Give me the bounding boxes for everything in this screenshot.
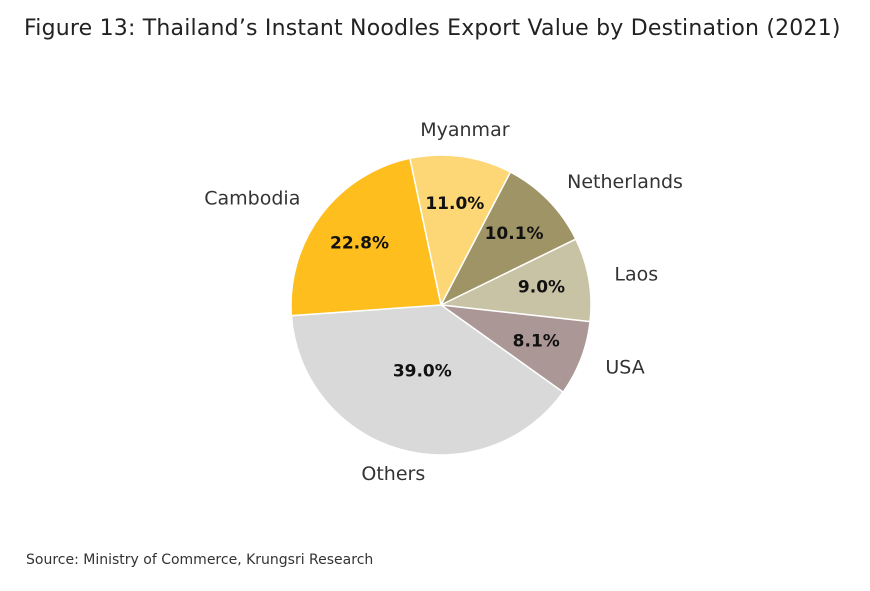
- pie-label-myanmar: Myanmar: [420, 119, 509, 141]
- pie-label-usa: USA: [605, 356, 644, 378]
- chart-title: Figure 13: Thailand’s Instant Noodles Ex…: [24, 16, 841, 41]
- pie-slices: [290, 154, 592, 456]
- source-note: Source: Ministry of Commerce, Krungsri R…: [26, 552, 374, 568]
- pie-value-usa: 8.1%: [513, 331, 560, 351]
- pie-slice-cambodia: [290, 157, 442, 317]
- pie-label-others: Others: [361, 463, 425, 485]
- pie-slice-others: [290, 304, 565, 456]
- pie-value-others: 39.0%: [393, 361, 452, 381]
- pie-category-labels: Myanmar Netherlands Laos USA Others Cambodia: [204, 119, 683, 485]
- pie-slice-netherlands: [439, 171, 577, 307]
- pie-value-cambodia: 22.8%: [330, 234, 389, 254]
- pie-label-netherlands: Netherlands: [567, 171, 683, 193]
- pie-value-myanmar: 11.0%: [425, 194, 484, 214]
- pie-value-labels: 11.0%10.1% 9.0% 8.1% 39.0% 22.8%: [330, 194, 565, 381]
- pie-label-laos: Laos: [614, 263, 658, 285]
- pie-value-laos: 9.0%: [518, 278, 565, 298]
- pie-label-cambodia: Cambodia: [204, 188, 300, 210]
- pie-slice-myanmar: [408, 154, 512, 308]
- pie-slice-laos: [438, 238, 592, 323]
- pie-value-netherlands: 10.1%: [485, 224, 544, 244]
